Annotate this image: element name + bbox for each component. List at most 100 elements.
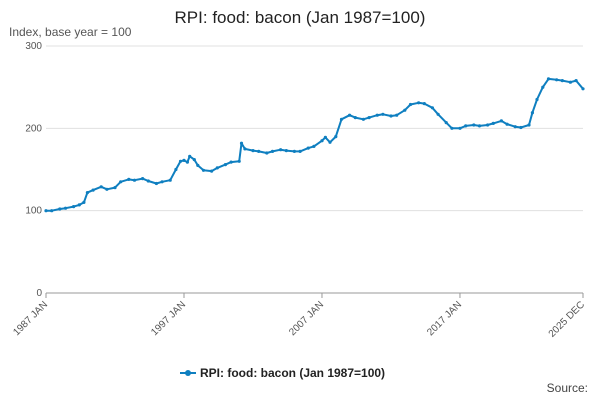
data-point xyxy=(243,147,247,151)
data-point xyxy=(464,124,468,128)
data-point xyxy=(99,185,103,189)
data-point xyxy=(168,178,172,182)
data-point xyxy=(505,122,509,126)
data-point xyxy=(298,149,302,153)
data-point xyxy=(127,177,131,181)
data-point xyxy=(444,121,448,125)
data-point xyxy=(174,167,178,172)
data-point xyxy=(141,177,145,181)
data-point xyxy=(574,79,578,83)
data-point xyxy=(477,124,482,128)
series-group xyxy=(44,77,585,213)
data-point xyxy=(257,149,261,153)
y-axis: 0 100 200 300 xyxy=(25,41,42,299)
data-point xyxy=(381,112,385,116)
data-point xyxy=(154,181,158,186)
data-point xyxy=(560,79,564,83)
y-tick-label: 200 xyxy=(25,123,42,134)
data-point xyxy=(513,125,517,129)
data-point xyxy=(422,102,426,106)
data-point xyxy=(389,114,393,118)
data-point xyxy=(375,113,379,117)
data-point xyxy=(353,116,357,120)
data-point xyxy=(188,154,192,158)
data-point xyxy=(265,151,269,155)
y-tick-label: 100 xyxy=(25,206,42,217)
data-point xyxy=(146,179,150,183)
x-tick-label: 2017 JAN xyxy=(425,299,464,338)
y-tick-label: 300 xyxy=(25,41,42,52)
data-point xyxy=(320,139,324,143)
legend[interactable]: RPI: food: bacon (Jan 1987=100) xyxy=(180,366,385,380)
data-point xyxy=(251,149,255,153)
data-point xyxy=(581,87,585,91)
data-point xyxy=(361,117,365,121)
data-point xyxy=(408,102,413,107)
data-point xyxy=(82,200,86,204)
data-point xyxy=(334,135,338,139)
data-point xyxy=(430,106,434,110)
gridlines xyxy=(46,45,583,294)
chart-title: RPI: food: bacon (Jan 1987=100) xyxy=(174,8,426,27)
y-axis-subtitle: Index, base year = 100 xyxy=(9,25,132,39)
data-point xyxy=(323,135,327,139)
data-point xyxy=(339,117,344,121)
data-point xyxy=(229,160,233,164)
data-point xyxy=(77,203,81,207)
data-point xyxy=(546,77,551,81)
data-point xyxy=(328,140,332,144)
data-point xyxy=(284,149,288,153)
data-point xyxy=(348,113,352,117)
x-axis: 1987 JAN 1997 JAN 2007 JAN 2017 JAN 2025 DEC xyxy=(11,293,587,340)
data-point xyxy=(50,209,54,213)
data-point xyxy=(530,111,535,115)
data-point xyxy=(568,80,573,84)
data-point xyxy=(239,141,244,145)
data-point xyxy=(105,187,109,191)
x-tick-label: 2007 JAN xyxy=(287,299,326,338)
data-point xyxy=(403,108,407,112)
data-point xyxy=(367,116,371,120)
data-point xyxy=(237,159,241,163)
x-tick-label: 1997 JAN xyxy=(149,299,188,338)
data-point xyxy=(292,149,296,153)
legend-swatch-marker xyxy=(185,370,191,376)
data-point xyxy=(527,123,531,127)
data-point xyxy=(63,206,68,210)
data-point xyxy=(119,180,123,184)
series-line xyxy=(46,77,584,212)
data-point xyxy=(182,158,186,162)
x-tick-label: 1987 JAN xyxy=(11,299,50,338)
data-point xyxy=(395,113,399,117)
data-point xyxy=(201,168,206,172)
data-point xyxy=(458,126,462,130)
data-point xyxy=(519,125,523,130)
y-tick-label: 0 xyxy=(36,288,42,299)
data-point xyxy=(541,85,545,89)
data-point xyxy=(450,126,454,130)
data-point xyxy=(417,101,421,105)
data-point xyxy=(223,163,227,167)
data-point xyxy=(91,188,95,192)
data-point xyxy=(160,180,164,184)
data-point xyxy=(312,144,316,148)
data-point xyxy=(185,160,189,164)
x-tick-label: 2025 DEC xyxy=(547,299,587,339)
data-point xyxy=(196,163,200,167)
data-point xyxy=(279,148,283,152)
data-point xyxy=(58,207,62,211)
data-point xyxy=(306,146,310,150)
legend-label: RPI: food: bacon (Jan 1987=100) xyxy=(200,366,385,380)
data-point xyxy=(215,166,219,170)
data-point xyxy=(178,159,183,163)
data-point xyxy=(499,119,503,123)
data-point xyxy=(555,78,559,82)
data-point xyxy=(270,149,275,153)
data-point xyxy=(192,158,196,162)
data-point xyxy=(210,169,214,173)
data-point xyxy=(132,178,137,182)
data-point xyxy=(72,205,76,209)
data-point xyxy=(491,121,495,125)
source-label: Source: xyxy=(546,381,588,395)
